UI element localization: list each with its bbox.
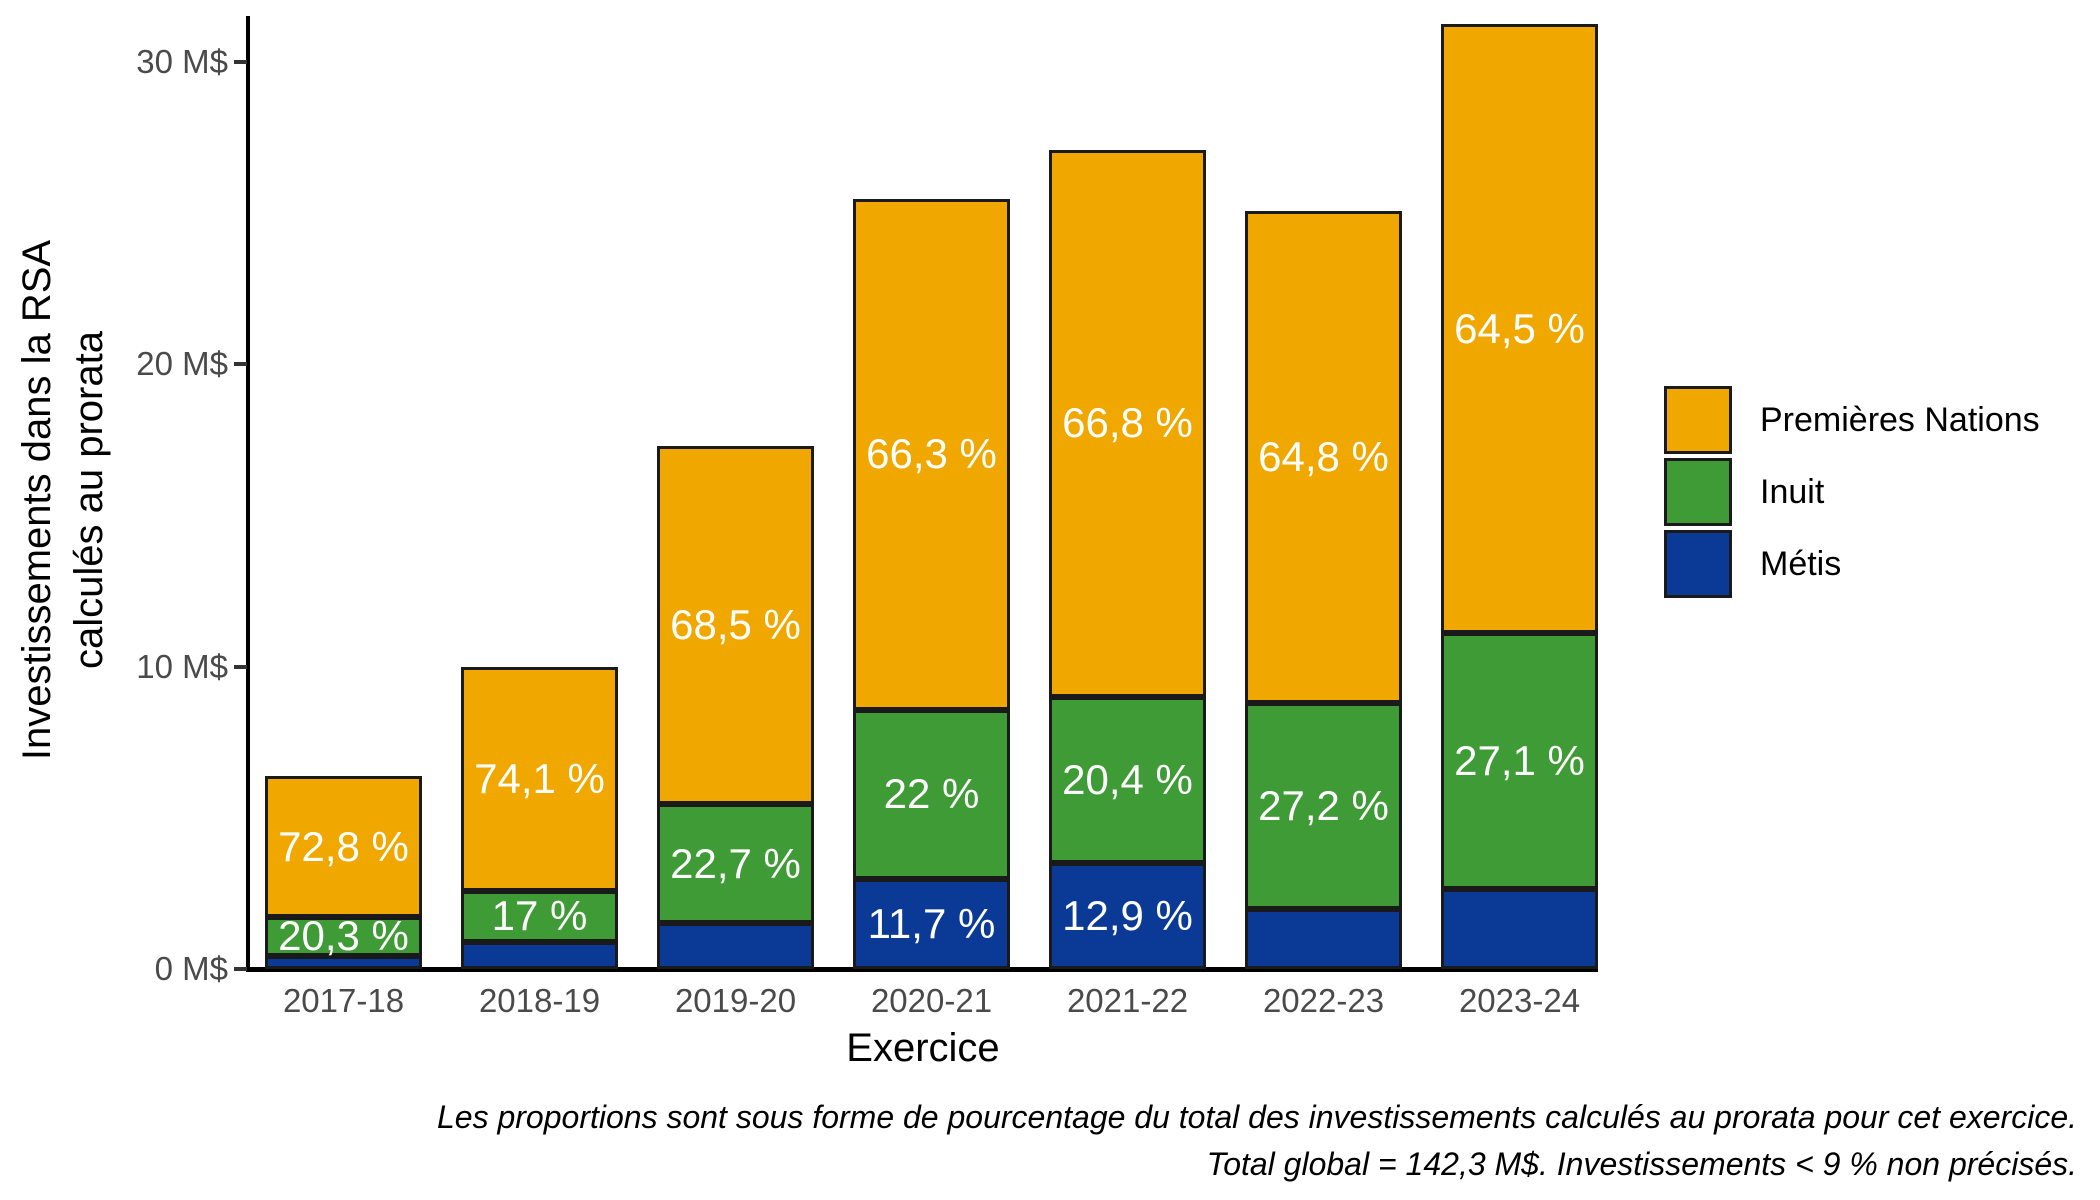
bar-segment-inuit-2019-20: 22,7 % (657, 804, 814, 924)
bar-segment-premi-res-nations-2021-22: 66,8 % (1049, 150, 1206, 697)
y-tick-label: 30 M$ (136, 43, 228, 81)
legend-swatch (1664, 530, 1732, 598)
bar-percent-label: 12,9 % (1062, 892, 1193, 940)
bar-segment-inuit-2017-18: 20,3 % (265, 912, 422, 959)
legend: Premières Nations Inuit Métis (1664, 386, 2040, 602)
bar-percent-label: 68,5 % (670, 600, 801, 648)
bar-percent-label: 11,7 % (867, 899, 996, 947)
bar-segment-m-tis-2018-19 (461, 942, 618, 969)
bar-percent-label: 72,8 % (278, 822, 409, 870)
bar-percent-label: 27,2 % (1258, 781, 1389, 829)
caption-line1: Les proportions sont sous forme de pourc… (436, 1099, 2077, 1135)
bar-segment-premi-res-nations-2023-24: 64,5 % (1441, 24, 1598, 634)
bar-segment-premi-res-nations-2017-18: 72,8 % (265, 776, 422, 917)
y-tick-mark (234, 362, 247, 367)
bar-segment-inuit-2022-23: 27,2 % (1245, 702, 1402, 909)
bar-segment-premi-res-nations-2018-19: 74,1 % (461, 666, 618, 891)
bar-percent-label: 22 % (883, 770, 980, 818)
bar-percent-label: 17 % (491, 892, 588, 940)
y-tick-label: 10 M$ (136, 647, 228, 685)
legend-label: Premières Nations (1760, 400, 2040, 439)
legend-label: Métis (1760, 544, 1842, 583)
caption-line2: Total global = 142,3 M$. Investissements… (1206, 1146, 2077, 1182)
bar-segment-inuit-2020-21: 22 % (853, 709, 1010, 879)
bar-segment-premi-res-nations-2020-21: 66,3 % (853, 199, 1010, 710)
caption: Les proportions sont sous forme de pourc… (437, 1094, 2077, 1188)
bar-segment-m-tis-2020-21: 11,7 % (853, 878, 1010, 969)
x-tick-label-2023-24: 2023-24 (1458, 982, 1581, 1019)
x-tick-label-2019-20: 2019-20 (674, 982, 797, 1019)
bar-percent-label: 27,1 % (1454, 737, 1585, 785)
bar-segment-inuit-2023-24: 27,1 % (1441, 633, 1598, 890)
x-tick-label-2022-23: 2022-23 (1262, 982, 1385, 1019)
y-axis-title-line1: Investissements dans la RSA (15, 239, 59, 761)
bar-percent-label: 64,5 % (1454, 304, 1585, 352)
bar-percent-label: 64,8 % (1258, 433, 1389, 481)
y-tick-mark (234, 967, 247, 971)
bar-segment-premi-res-nations-2019-20: 68,5 % (657, 445, 814, 805)
legend-label: Inuit (1760, 472, 1825, 511)
bar-segment-premi-res-nations-2022-23: 64,8 % (1245, 211, 1402, 703)
legend-swatch (1664, 458, 1732, 526)
bar-segment-inuit-2018-19: 17 % (461, 890, 618, 943)
x-tick-label-2020-21: 2020-21 (870, 982, 993, 1019)
bar-segment-m-tis-2021-22: 12,9 % (1049, 863, 1206, 969)
bar-percent-label: 66,8 % (1062, 399, 1193, 447)
legend-row-premi-res-nations: Premières Nations (1664, 386, 2040, 454)
y-tick-mark (234, 664, 247, 669)
bar-percent-label: 22,7 % (670, 839, 801, 887)
y-tick-label: 20 M$ (136, 345, 228, 383)
y-axis-line (246, 16, 250, 972)
x-tick-label-2018-19: 2018-19 (478, 982, 601, 1019)
y-tick-label: 0 M$ (154, 950, 228, 987)
legend-row-m-tis: Métis (1664, 530, 2040, 598)
bar-segment-m-tis-2022-23 (1245, 908, 1402, 969)
y-tick-mark (234, 60, 247, 65)
x-axis-line (246, 967, 1598, 972)
bar-segment-m-tis-2019-20 (657, 923, 814, 969)
bar-percent-label: 20,4 % (1062, 756, 1193, 804)
bar-segment-m-tis-2023-24 (1441, 889, 1598, 969)
x-tick-label-2017-18: 2017-18 (282, 982, 405, 1019)
legend-row-inuit: Inuit (1664, 458, 2040, 526)
bar-segment-inuit-2021-22: 20,4 % (1049, 696, 1206, 864)
bar-percent-label: 74,1 % (474, 754, 605, 802)
x-tick-label-2021-22: 2021-22 (1066, 982, 1189, 1019)
bar-segment-m-tis-2017-18 (265, 955, 422, 969)
bar-percent-label: 66,3 % (866, 430, 997, 478)
legend-swatch (1664, 386, 1732, 454)
x-axis-title: Exercice (846, 1026, 1000, 1070)
bar-percent-label: 20,3 % (278, 912, 409, 960)
